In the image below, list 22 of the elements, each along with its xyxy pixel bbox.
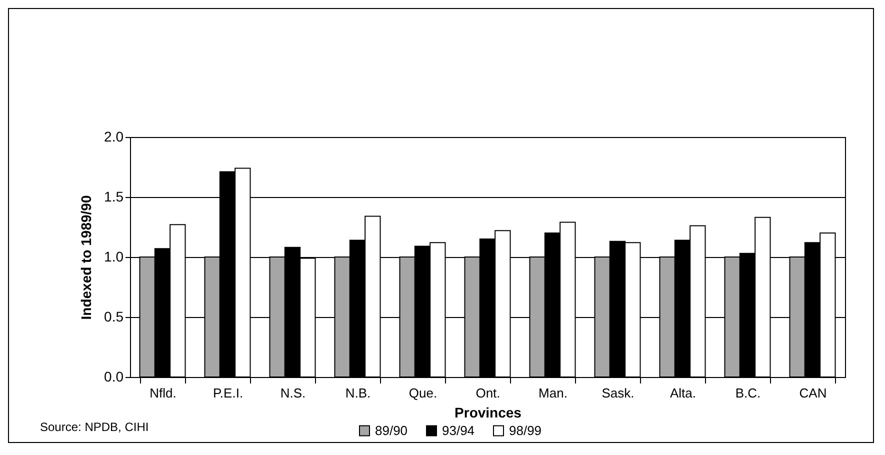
y-tick-label: 0.5: [104, 308, 124, 324]
y-tick-label: 0.0: [104, 368, 124, 384]
x-tick-label: N.S.: [280, 386, 306, 400]
x-tick-label: Que.: [408, 386, 438, 400]
y-tick-label: 2.0: [104, 128, 124, 144]
y-tick-label: 1.5: [104, 188, 124, 204]
legend-label: 98/99: [509, 422, 542, 438]
y-axis-title: Indexed to 1989/90: [78, 195, 94, 320]
x-tick-label: B.C.: [735, 386, 761, 400]
legend-label: 89/90: [375, 422, 408, 438]
x-tick-label: N.B.: [345, 386, 371, 400]
x-axis-title: Provinces: [454, 404, 522, 420]
x-tick-label: CAN: [799, 386, 827, 400]
x-tick-label: Alta.: [670, 386, 696, 400]
x-tick-label: P.E.I.: [212, 386, 244, 400]
x-tick-label: Man.: [538, 386, 568, 400]
x-tick-label: Nfld.: [150, 386, 176, 400]
x-tick-label: Sask.: [602, 386, 634, 400]
y-tick-label: 1.0: [104, 248, 124, 264]
source-note: Source: NPDB, CIHI: [40, 420, 149, 434]
x-tick-label: Ont.: [476, 386, 500, 400]
legend-label: 93/94: [442, 422, 475, 438]
